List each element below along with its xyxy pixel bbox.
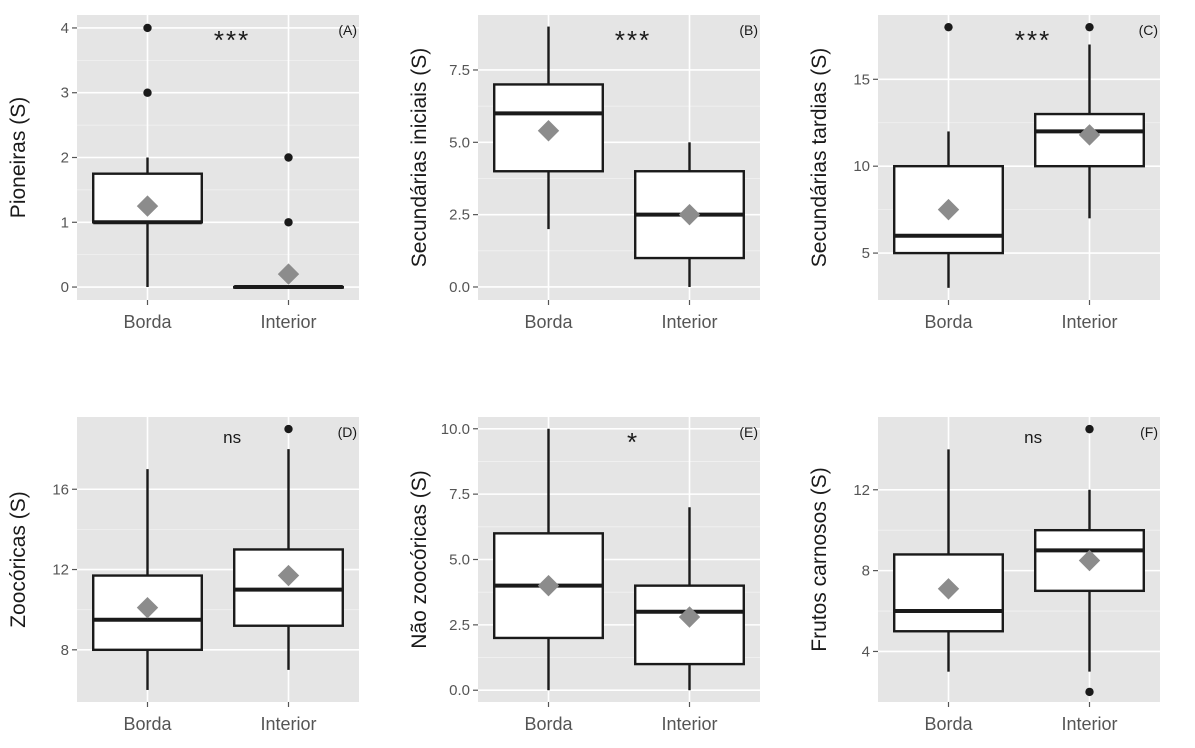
y-tick-label: 3 [61, 85, 69, 102]
y-tick-label: 0.0 [449, 279, 470, 296]
box-interior [233, 153, 344, 290]
iqr-box [1034, 112, 1145, 168]
box-borda [92, 23, 203, 288]
mean-marker [537, 120, 560, 142]
y-tick-label: 10 [853, 158, 870, 175]
iqr-box [1034, 528, 1145, 593]
outlier-point [284, 153, 293, 162]
mean-marker [937, 198, 960, 221]
x-tick-label: Borda [924, 714, 973, 734]
significance-label: * [627, 427, 639, 457]
mean-marker [937, 578, 960, 600]
y-tick-label: 5 [862, 245, 870, 262]
panel-tag: (C) [1139, 22, 1158, 38]
x-tick-label: Borda [524, 714, 573, 734]
panel-tag: (F) [1140, 424, 1158, 440]
outlier-point [143, 23, 152, 33]
box-borda [493, 26, 604, 230]
panel-tag: (E) [739, 424, 758, 440]
y-tick-label: 4 [61, 20, 69, 37]
y-tick-label: 2.5 [449, 617, 470, 634]
x-tick-label: Borda [924, 312, 973, 332]
y-tick-label: 5.0 [449, 552, 470, 569]
y-axis-label: Secundárias tardias (S) [808, 48, 831, 267]
mean-marker [277, 263, 300, 285]
y-axis-label: Pioneiras (S) [7, 97, 30, 218]
y-axis-label: Frutos carnosos (S) [808, 467, 831, 651]
x-tick-label: Interior [1061, 714, 1117, 734]
mean-marker [1078, 124, 1101, 146]
outlier-point [1085, 424, 1094, 434]
box-borda [893, 22, 1004, 288]
box-interior [634, 142, 745, 287]
significance-label: ns [223, 428, 241, 447]
iqr-box [233, 548, 344, 627]
y-tick-label: 12 [52, 562, 69, 579]
y-axis-label: Não zoocóricas (S) [408, 470, 431, 649]
chart-panel-f: 4 8 12 Borda Interior (F) ns Frutos carnosos (S… [808, 417, 1160, 734]
y-tick-label: 7.5 [449, 486, 470, 503]
outlier-point [1085, 22, 1094, 32]
x-tick-label: Interior [661, 714, 717, 734]
y-axis-label: Zoocóricas (S) [7, 491, 30, 628]
x-tick-label: Interior [1061, 312, 1117, 332]
mean-marker [537, 574, 560, 597]
box-interior [233, 424, 344, 670]
box-borda [493, 428, 604, 691]
y-tick-label: 8 [862, 563, 870, 580]
y-tick-label: 1 [61, 214, 69, 231]
significance-label: *** [615, 25, 651, 55]
mean-marker [678, 606, 701, 628]
panel-tag: (D) [338, 424, 357, 440]
box-interior [634, 507, 745, 691]
panel-tag: (A) [338, 22, 357, 38]
y-tick-label: 2 [61, 150, 69, 167]
y-tick-label: 7.5 [449, 62, 470, 79]
y-tick-label: 15 [853, 71, 870, 88]
x-tick-label: Interior [661, 312, 717, 332]
y-tick-label: 10.0 [441, 421, 470, 438]
box-borda [92, 469, 203, 690]
box-interior [1034, 424, 1145, 697]
chart-panel-c: 5 10 15 Borda Interior (C) *** Secundárias tard… [808, 15, 1160, 332]
panel-tag: (B) [739, 22, 758, 38]
y-tick-label: 16 [52, 481, 69, 498]
chart-panel-a: 0 1 2 3 4 Borda Interior (A) *** Pioneiras (S) [7, 15, 359, 332]
chart-panel-e: 0.0 2.5 5.0 7.5 10.0 Borda Interior (E) * Não zoo… [408, 417, 760, 734]
y-axis-label: Secundárias iniciais (S) [408, 48, 431, 267]
outlier-point [143, 88, 152, 97]
box-borda [893, 449, 1004, 672]
significance-label: *** [1015, 25, 1051, 55]
outlier-point [284, 218, 293, 227]
mean-marker [1078, 549, 1101, 572]
outlier-point [1085, 687, 1094, 697]
y-tick-label: 8 [61, 642, 69, 659]
outlier-point [284, 424, 293, 434]
significance-label: ns [1024, 428, 1042, 447]
x-tick-label: Borda [123, 714, 172, 734]
chart-panel-b: 0.0 2.5 5.0 7.5 Borda Interior (B) *** Secundári… [408, 15, 760, 332]
mean-marker [136, 195, 159, 217]
x-tick-label: Borda [123, 312, 172, 332]
mean-marker [277, 564, 300, 587]
mean-marker [678, 203, 701, 226]
y-tick-label: 0.0 [449, 682, 470, 699]
y-tick-label: 0 [61, 279, 69, 296]
y-tick-label: 5.0 [449, 134, 470, 151]
mean-marker [136, 596, 159, 619]
y-tick-label: 12 [853, 482, 870, 499]
y-tick-label: 2.5 [449, 207, 470, 224]
y-tick-label: 4 [862, 643, 870, 660]
box-interior [1034, 22, 1145, 219]
significance-label: *** [214, 25, 250, 55]
chart-panel-d: 8 12 16 Borda Interior (D) ns Zoocóricas (S) [7, 417, 359, 734]
outlier-point [944, 22, 953, 32]
x-tick-label: Interior [260, 312, 316, 332]
x-tick-label: Borda [524, 312, 573, 332]
x-tick-label: Interior [260, 714, 316, 734]
